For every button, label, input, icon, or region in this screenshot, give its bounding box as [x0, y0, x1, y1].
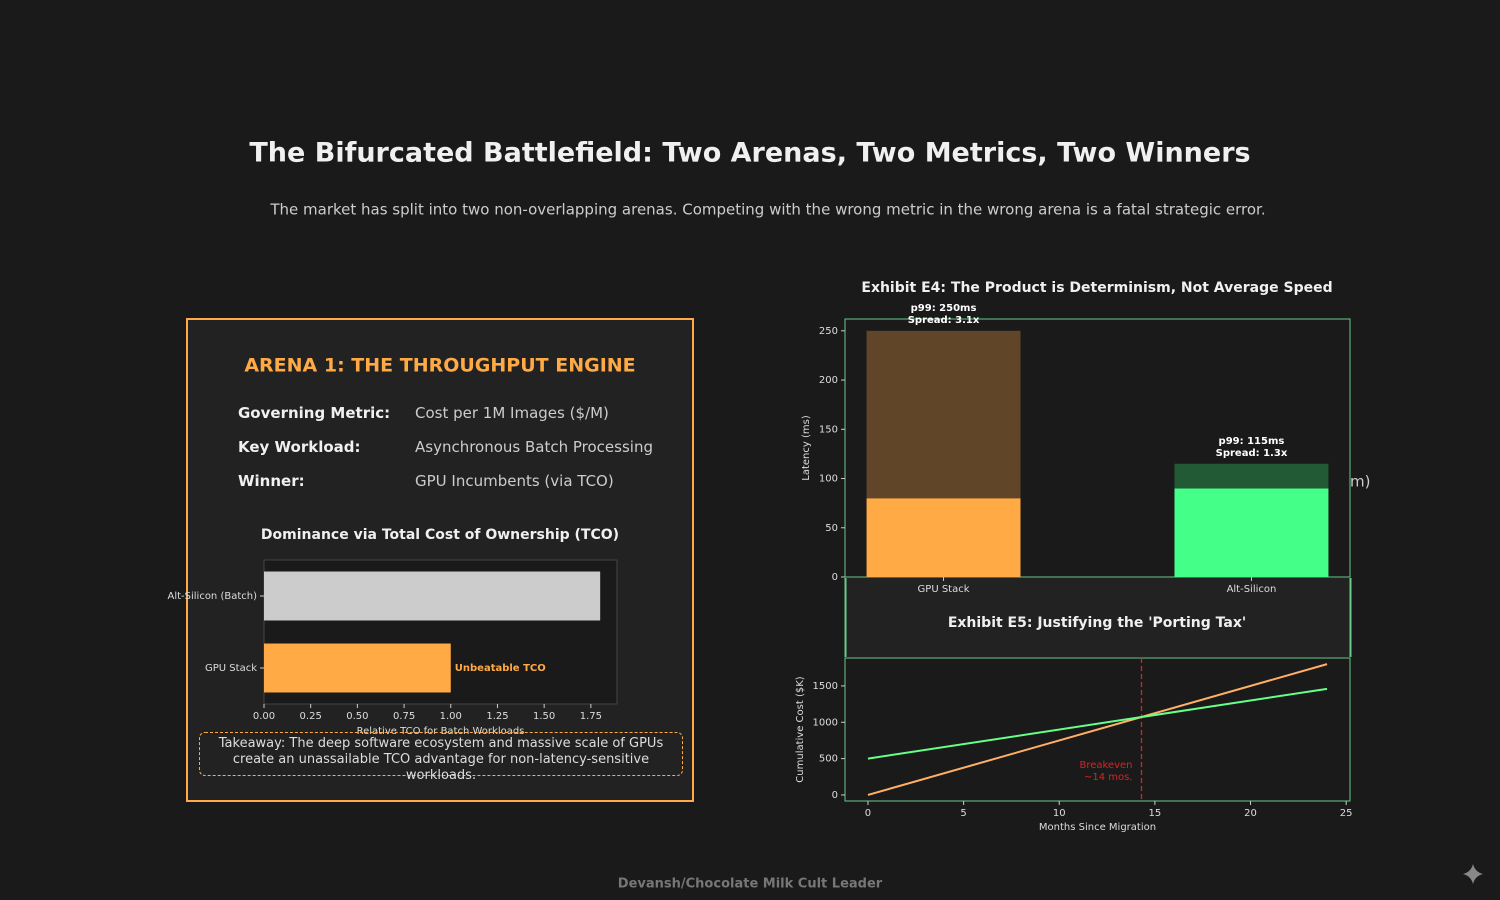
x-tick-label: GPU Stack — [918, 584, 970, 595]
footer: Devansh/Chocolate Milk Cult Leader — [618, 877, 883, 892]
x-tick-label: 0.75 — [393, 711, 415, 722]
bar-annotation: p99: 250ms — [911, 303, 977, 314]
page-subtitle: The market has split into two non-overla… — [269, 201, 1265, 219]
chart-title: Exhibit E5: Justifying the 'Porting Tax' — [948, 615, 1246, 631]
x-tick-label: 0.00 — [253, 711, 275, 722]
bar-segment — [1174, 463, 1329, 489]
x-tick-label: Alt-Silicon — [1227, 584, 1277, 595]
line — [867, 687, 1328, 760]
x-tick-label: 1.00 — [440, 711, 462, 722]
bar-segment — [866, 330, 1021, 499]
x-tick-label: 1.25 — [486, 711, 508, 722]
y-tick-label: 1000 — [813, 717, 838, 728]
y-axis-label: Latency (ms) — [801, 415, 812, 481]
x-axis-label: Months Since Migration — [1039, 822, 1156, 833]
y-tick-label: 50 — [825, 523, 838, 534]
chart-title: Exhibit E4: The Product is Determinism, … — [861, 280, 1332, 296]
bar-annotation: Spread: 1.3x — [1216, 448, 1288, 459]
arena-value: Cost per 1M Images ($/M) — [415, 404, 609, 422]
arena-label: Governing Metric: — [238, 404, 391, 422]
chart-title: Dominance via Total Cost of Ownership (T… — [261, 527, 619, 543]
x-tick-label: 5 — [960, 808, 966, 819]
y-tick-label: 0 — [832, 790, 838, 801]
bar-annotation: p99: 115ms — [1219, 436, 1285, 447]
y-tick-label: 150 — [819, 424, 838, 435]
x-tick-label: 25 — [1340, 808, 1353, 819]
y-tick-label: Alt-Silicon (Batch) — [167, 591, 257, 602]
e5-title-box — [845, 578, 1350, 657]
arena-label: Winner: — [238, 472, 305, 490]
y-tick-label: GPU Stack — [205, 663, 257, 674]
x-tick-label: 1.50 — [533, 711, 555, 722]
x-tick-label: 15 — [1149, 808, 1162, 819]
y-tick-label: 500 — [819, 754, 838, 765]
bar-segment — [1174, 488, 1329, 577]
takeaway: Takeaway: The deep software ecosystem an… — [199, 732, 683, 783]
y-tick-label: 0 — [832, 572, 838, 583]
breakeven-label: ~14 mos. — [1084, 772, 1133, 783]
x-tick-label: 10 — [1053, 808, 1066, 819]
x-tick-label: 20 — [1244, 808, 1257, 819]
bar-annotation: Spread: 3.1x — [908, 315, 980, 326]
y-tick-label: 200 — [819, 375, 838, 386]
bar-segment — [866, 498, 1021, 577]
y-tick-label: 100 — [819, 474, 838, 485]
arena-value: Asynchronous Batch Processing — [415, 438, 653, 456]
arena-value: GPU Incumbents (via TCO) — [415, 472, 614, 490]
x-tick-label: 0.50 — [346, 711, 368, 722]
bar — [264, 571, 601, 621]
page-title: The Bifurcated Battlefield: Two Arenas, … — [249, 138, 1250, 169]
arena-title: ARENA 1: THE THROUGHPUT ENGINE — [244, 355, 635, 377]
y-tick-label: 250 — [819, 326, 838, 337]
fragment: m) — [1350, 473, 1370, 491]
arena-label: Key Workload: — [238, 438, 361, 456]
sparkle-icon — [1463, 864, 1483, 884]
x-axis-label: Relative TCO for Batch Workloads — [357, 726, 525, 737]
x-tick-label: 1.75 — [580, 711, 602, 722]
bar — [264, 643, 451, 693]
y-axis-label: Cumulative Cost ($K) — [795, 676, 806, 782]
x-tick-label: 0 — [865, 808, 871, 819]
line — [867, 663, 1328, 796]
breakeven-label: Breakeven — [1079, 760, 1132, 771]
y-tick-label: 1500 — [813, 681, 838, 692]
annotation: Unbeatable TCO — [455, 663, 546, 674]
x-tick-label: 0.25 — [300, 711, 322, 722]
